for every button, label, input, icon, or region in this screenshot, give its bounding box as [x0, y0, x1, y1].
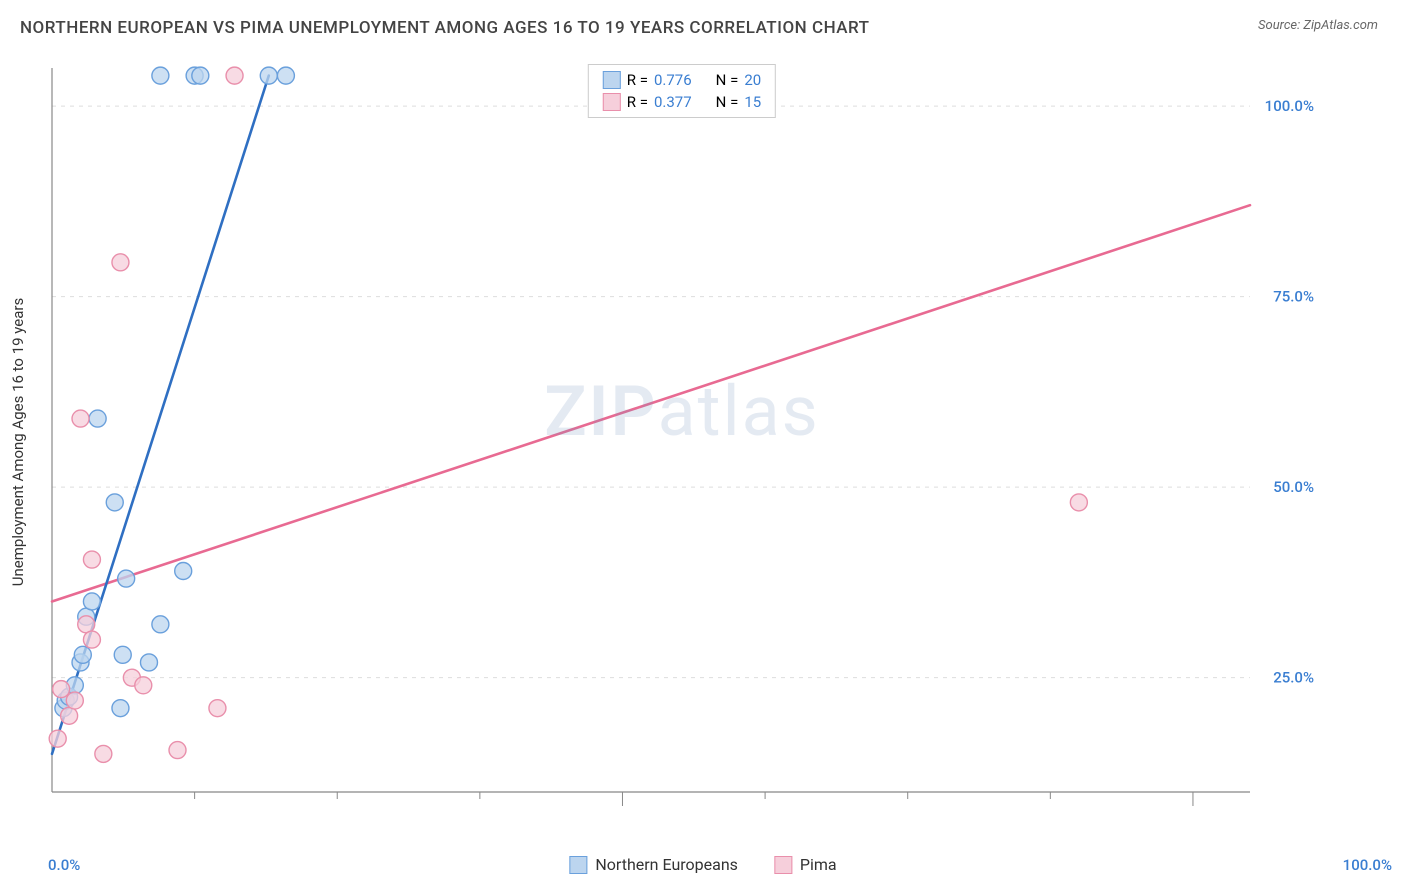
legend-swatch [603, 71, 621, 89]
x-axis-end-label: 100.0% [1343, 856, 1392, 874]
data-point [209, 700, 226, 717]
correlation-legend: R = 0.776 N = 20 R = 0.377 N = 15 [588, 64, 776, 118]
data-point [95, 745, 112, 762]
data-point [49, 730, 66, 747]
legend-r-label: R = [627, 71, 648, 89]
plot-area: Unemployment Among Ages 16 to 19 years 2… [46, 64, 1318, 820]
y-tick-label: 25.0% [1273, 669, 1314, 687]
legend-item: Northern Europeans [569, 855, 738, 874]
data-point [83, 593, 100, 610]
legend-row: R = 0.377 N = 15 [589, 91, 775, 113]
source-label: Source: ZipAtlas.com [1258, 18, 1378, 33]
data-point [106, 494, 123, 511]
data-point [114, 646, 131, 663]
data-point [78, 616, 95, 633]
legend-label: Pima [800, 855, 837, 874]
data-point [152, 616, 169, 633]
scatter-chart: 25.0% 50.0% 75.0% 100.0% [46, 64, 1318, 820]
legend-n-label: N = [716, 93, 739, 111]
y-axis-label: Unemployment Among Ages 16 to 19 years [9, 298, 27, 586]
series-legend: Northern Europeans Pima [569, 855, 836, 874]
data-point [112, 700, 129, 717]
legend-n-value: 20 [744, 71, 761, 89]
data-point [140, 654, 157, 671]
data-point [72, 410, 89, 427]
data-point [192, 67, 209, 84]
legend-swatch [569, 856, 587, 874]
trend-line [52, 205, 1250, 601]
data-point [53, 681, 70, 698]
y-tick-label: 100.0% [1265, 97, 1314, 115]
x-axis-start-label: 0.0% [48, 856, 80, 874]
chart-title: NORTHERN EUROPEAN VS PIMA UNEMPLOYMENT A… [20, 18, 870, 38]
data-point [74, 646, 91, 663]
legend-swatch [774, 856, 792, 874]
data-point [66, 692, 83, 709]
data-point [277, 67, 294, 84]
data-point [152, 67, 169, 84]
data-point [83, 631, 100, 648]
y-tick-label: 50.0% [1273, 478, 1314, 496]
legend-r-value: 0.776 [654, 71, 692, 89]
data-point [260, 67, 277, 84]
data-point [83, 551, 100, 568]
y-tick-label: 75.0% [1273, 288, 1314, 306]
data-point [1070, 494, 1087, 511]
data-point [112, 254, 129, 271]
legend-r-label: R = [627, 93, 648, 111]
data-point [118, 570, 135, 587]
legend-n-value: 15 [744, 93, 761, 111]
data-point [169, 742, 186, 759]
legend-row: R = 0.776 N = 20 [589, 69, 775, 91]
data-point [135, 677, 152, 694]
legend-r-value: 0.377 [654, 93, 692, 111]
legend-swatch [603, 93, 621, 111]
legend-n-label: N = [716, 71, 739, 89]
data-point [61, 707, 78, 724]
legend-label: Northern Europeans [595, 855, 738, 874]
data-point [89, 410, 106, 427]
data-point [226, 67, 243, 84]
data-point [175, 562, 192, 579]
legend-item: Pima [774, 855, 837, 874]
